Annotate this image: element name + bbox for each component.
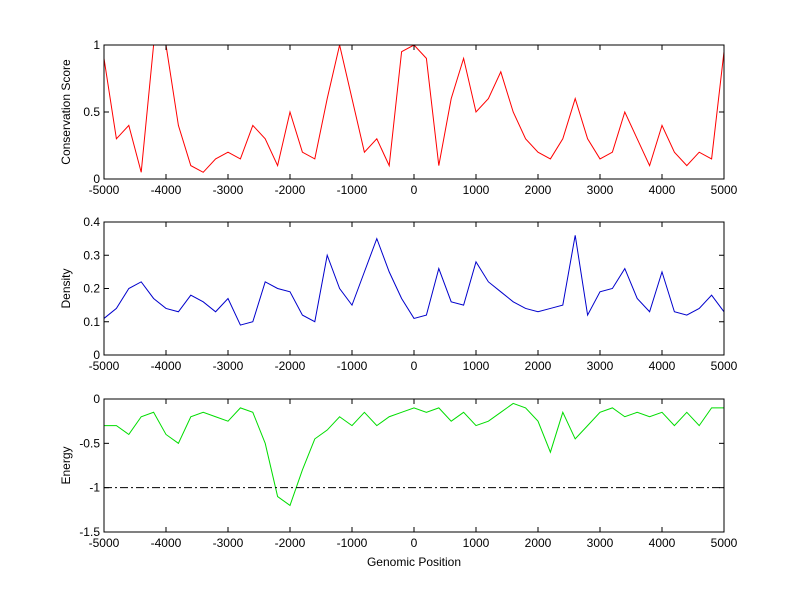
plot-area: [104, 399, 724, 532]
data-line: [104, 402, 724, 507]
y-tick-label: 1: [93, 38, 100, 52]
x-tick-label: 3000: [587, 183, 614, 197]
x-tick-label: -5000: [89, 536, 120, 550]
x-tick-label: 2000: [525, 183, 552, 197]
x-tick-label: 1000: [463, 183, 490, 197]
x-tick-label: -1000: [337, 359, 368, 373]
y-tick-label: 0: [93, 172, 100, 186]
x-tick-label: -4000: [151, 536, 182, 550]
y-tick-label: 0.5: [83, 105, 100, 119]
plot-area: [104, 222, 724, 355]
x-tick-label: -5000: [89, 183, 120, 197]
x-tick-label: 5000: [711, 536, 738, 550]
y-tick-label: -0.5: [79, 436, 100, 450]
x-tick-label: 0: [411, 536, 418, 550]
x-tick-label: 2000: [525, 359, 552, 373]
x-tick-label: -5000: [89, 359, 120, 373]
y-axis-label: Energy: [59, 446, 73, 484]
y-tick-label: 0.4: [83, 215, 100, 229]
x-tick-label: -2000: [275, 536, 306, 550]
y-tick-label: 0: [93, 348, 100, 362]
x-tick-label: -3000: [213, 536, 244, 550]
x-tick-label: 4000: [649, 359, 676, 373]
x-tick-label: 0: [411, 183, 418, 197]
y-axis-label: Conservation Score: [59, 59, 73, 165]
x-axis-label: Genomic Position: [367, 555, 461, 569]
x-tick-label: -2000: [275, 359, 306, 373]
x-tick-label: 3000: [587, 536, 614, 550]
x-tick-label: 4000: [649, 536, 676, 550]
x-tick-label: -4000: [151, 359, 182, 373]
x-tick-label: 5000: [711, 183, 738, 197]
x-tick-label: 3000: [587, 359, 614, 373]
y-tick-label: 0.3: [83, 248, 100, 262]
plot-area: [104, 45, 724, 179]
x-tick-label: 1000: [463, 536, 490, 550]
x-tick-label: 0: [411, 359, 418, 373]
y-axis-label: Density: [59, 268, 73, 308]
y-tick-label: -1.5: [79, 525, 100, 539]
y-tick-label: 0: [93, 392, 100, 406]
x-tick-label: 5000: [711, 359, 738, 373]
y-tick-label: 0.2: [83, 282, 100, 296]
x-tick-label: -3000: [213, 359, 244, 373]
x-tick-label: 2000: [525, 536, 552, 550]
data-line: [103, 235, 725, 326]
y-tick-label: 0.1: [83, 315, 100, 329]
y-tick-label: -1: [89, 481, 100, 495]
x-tick-label: -2000: [275, 183, 306, 197]
x-tick-label: -1000: [337, 536, 368, 550]
x-tick-label: 4000: [649, 183, 676, 197]
x-tick-label: 1000: [463, 359, 490, 373]
x-tick-label: -4000: [151, 183, 182, 197]
x-tick-label: -3000: [213, 183, 244, 197]
x-tick-label: -1000: [337, 183, 368, 197]
